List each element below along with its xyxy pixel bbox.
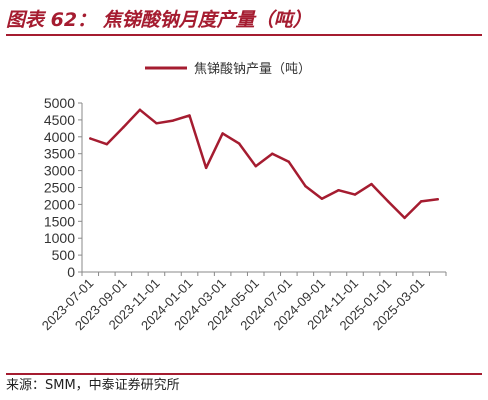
data-point [287, 160, 291, 164]
data-point [254, 165, 257, 168]
y-tick-label: 500 [52, 247, 76, 263]
figure-title-text: 图表 62： 焦锑酸钠月度产量（吨） [6, 9, 312, 31]
data-point [386, 200, 390, 203]
data-point [155, 122, 158, 125]
data-point [353, 193, 357, 196]
y-tick-label: 2500 [44, 180, 75, 196]
data-point [188, 114, 191, 117]
data-point [237, 142, 241, 145]
y-tick-label: 4000 [44, 129, 75, 145]
data-point [221, 132, 224, 135]
data-point [171, 119, 175, 122]
data-point [89, 137, 92, 140]
y-tick-label: 3000 [44, 163, 75, 179]
data-point [204, 166, 208, 170]
data-point [419, 200, 423, 203]
figure-title: 图表 62： 焦锑酸钠月度产量（吨） [6, 6, 482, 36]
data-point [337, 189, 340, 192]
data-point [320, 197, 324, 200]
data-point [436, 198, 439, 201]
source-text: 来源：SMM，中泰证券研究所 [6, 378, 180, 393]
line-chart: 焦锑酸钠产量（吨） 0 500 1000 1500 2000 2500 3000 3500 400… [0, 38, 488, 372]
legend-label: 焦锑酸钠产量（吨） [194, 61, 311, 76]
data-point [122, 126, 125, 129]
data-point [271, 152, 274, 155]
data-point [403, 216, 406, 220]
data-point [138, 108, 142, 111]
data-point [370, 182, 373, 186]
data-point [105, 143, 109, 146]
series-line [89, 108, 439, 220]
y-tick-label: 3500 [44, 146, 75, 162]
y-tick-label: 0 [67, 264, 75, 280]
y-tick-label: 5000 [44, 95, 75, 111]
y-tick-label: 1500 [44, 213, 75, 229]
chart-svg: 焦锑酸钠产量（吨） 0500100015002000250030003500400… [39, 61, 447, 333]
data-point [304, 184, 307, 188]
y-tick-label: 1000 [44, 230, 75, 246]
y-tick-label: 4500 [44, 112, 75, 128]
source-note: 来源：SMM，中泰证券研究所 [6, 373, 482, 399]
y-tick-label: 2000 [44, 196, 75, 212]
